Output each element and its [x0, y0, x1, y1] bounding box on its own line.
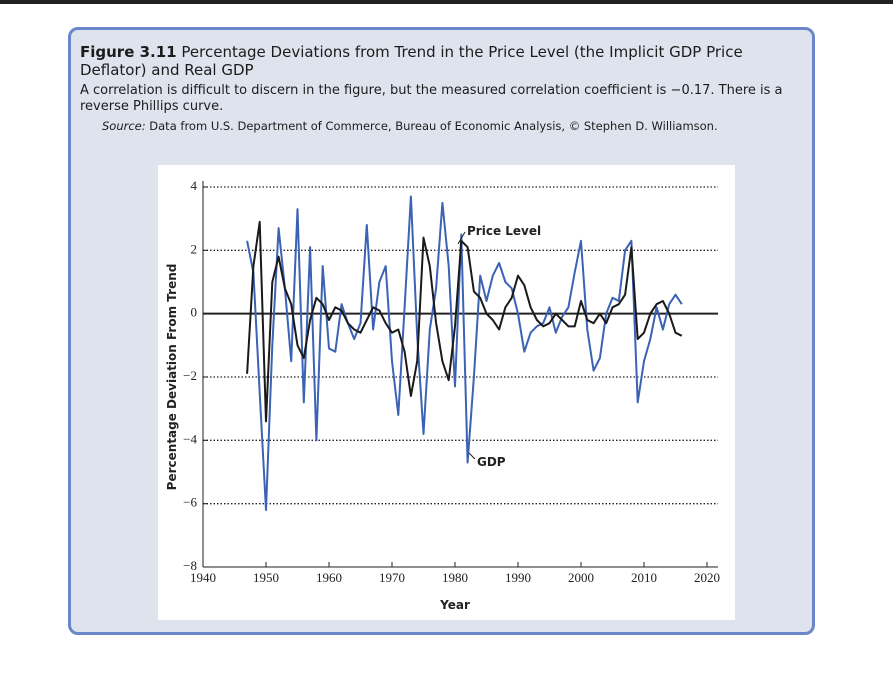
x-tick-label: 2000 — [568, 570, 594, 585]
figure-label: Figure 3.11 — [80, 43, 177, 61]
y-tick-label: −2 — [183, 368, 197, 383]
source-line: Source: Data from U.S. Department of Com… — [102, 119, 800, 133]
y-tick-label: −4 — [183, 431, 197, 446]
chart-title: Percentage Deviations from Trend in the … — [80, 43, 743, 79]
x-tick-label: 1980 — [442, 570, 468, 585]
x-tick-label: 1990 — [505, 570, 531, 585]
source: Data from U.S. Department of Commerce, B… — [149, 119, 718, 133]
x-tick-label: 1970 — [379, 570, 405, 585]
subtitle: A correlation is difficult to discern in… — [80, 83, 783, 114]
top-rule — [0, 0, 893, 4]
x-tick-label: 1950 — [253, 570, 279, 585]
x-tick-label: 1940 — [190, 570, 216, 585]
series-label: Price Level — [467, 224, 541, 238]
y-axis-label: Percentage Deviation From Trend — [165, 264, 179, 491]
y-tick-label: 0 — [191, 305, 198, 320]
y-tick-label: 2 — [191, 241, 198, 256]
leader-line — [468, 452, 476, 460]
chart: −8 −6 −4 −2 0 2 4 1940 1950 1960 1970 1980 1990 2000 2… — [158, 165, 735, 620]
x-axis-label: Year — [439, 598, 470, 612]
source-label: Source: — [102, 119, 146, 133]
series-line — [246, 220, 683, 423]
series-line — [246, 195, 683, 511]
caption: Figure 3.11 Percentage Deviations from T… — [80, 43, 800, 133]
y-tick-label: −8 — [183, 558, 197, 573]
y-tick-label: 4 — [191, 178, 198, 193]
series-label: GDP — [477, 455, 506, 469]
title-line: Figure 3.11 Percentage Deviations from T… — [80, 43, 800, 79]
leader-line — [457, 231, 466, 245]
y-tick-label: −6 — [183, 495, 197, 510]
x-tick-label: 1960 — [316, 570, 342, 585]
x-tick-label: 2020 — [694, 570, 720, 585]
x-tick-label: 2010 — [631, 570, 657, 585]
